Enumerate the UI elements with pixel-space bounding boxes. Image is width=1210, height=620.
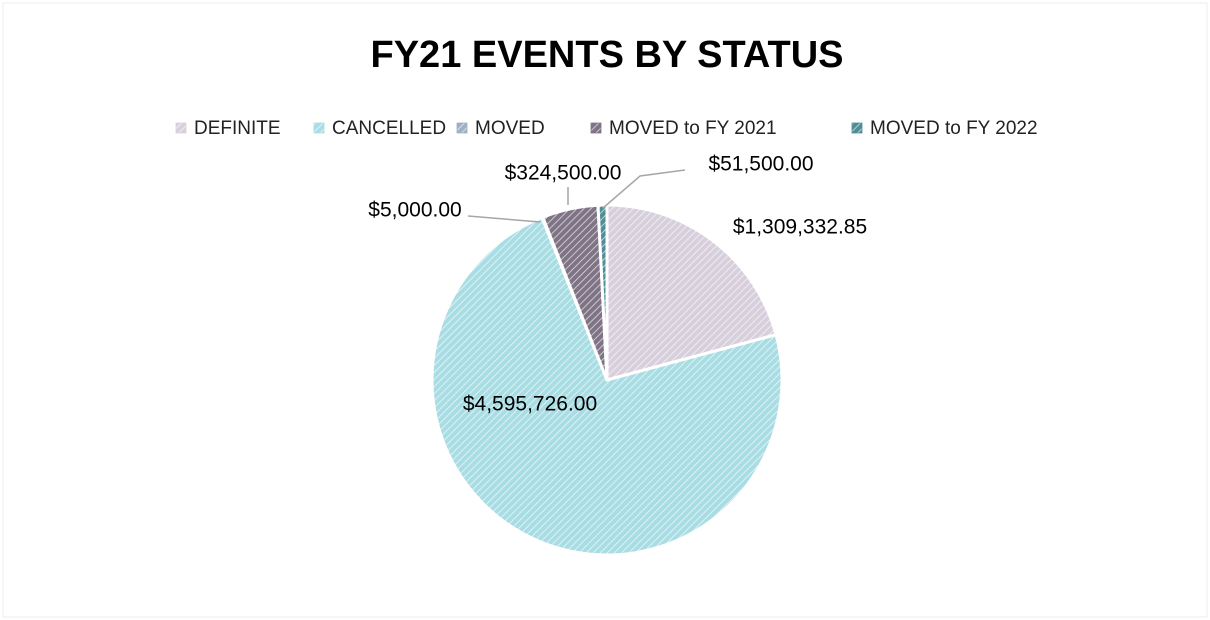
- value-label: $1,309,332.85: [733, 216, 867, 239]
- legend-marker: [175, 122, 187, 134]
- legend-marker: [590, 122, 602, 134]
- legend-text: CANCELLED: [332, 118, 446, 139]
- leader-line: [602, 169, 686, 209]
- legend-marker: [456, 122, 468, 134]
- value-label: $4,595,726.00: [463, 393, 597, 416]
- legend-marker: [851, 122, 863, 134]
- legend-text: MOVED: [475, 118, 545, 139]
- legend-text: DEFINITE: [194, 118, 281, 139]
- legend-text: MOVED to FY 2022: [870, 118, 1038, 139]
- value-label: $51,500.00: [708, 153, 813, 176]
- pie-slice: [430, 215, 784, 557]
- legend-marker: [313, 122, 325, 134]
- legend-text: MOVED to FY 2021: [609, 118, 777, 139]
- chart-title: FY21 EVENTS BY STATUS: [371, 34, 844, 76]
- leader-line: [467, 215, 541, 223]
- value-label: $324,500.00: [505, 162, 622, 185]
- value-label: $5,000.00: [368, 199, 461, 222]
- pie-slice: [605, 203, 778, 382]
